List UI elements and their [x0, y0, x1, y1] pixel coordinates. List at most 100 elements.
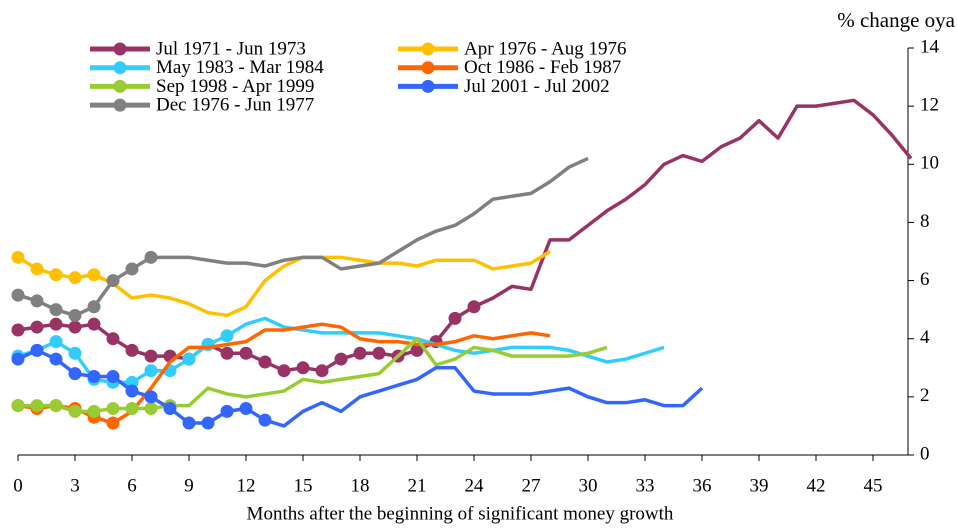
series-marker: [30, 399, 44, 413]
y-tick-label: 2: [920, 385, 930, 406]
x-tick-label: 3: [70, 475, 80, 496]
series-marker: [125, 262, 139, 276]
series-marker: [106, 274, 120, 288]
series-marker: [144, 390, 158, 404]
series-marker: [334, 352, 348, 366]
series-marker: [239, 401, 253, 415]
series-marker: [201, 416, 215, 430]
series-marker: [182, 416, 196, 430]
series-marker: [68, 308, 82, 322]
x-tick-label: 15: [294, 475, 313, 496]
series-marker: [30, 262, 44, 276]
series-marker: [353, 346, 367, 360]
series-marker: [296, 361, 310, 375]
x-tick-label: 45: [864, 475, 883, 496]
series-marker: [144, 349, 158, 363]
legend-label: Dec 1976 - Jun 1977: [156, 94, 314, 115]
y-tick-label: 4: [920, 327, 930, 348]
x-tick-label: 42: [807, 475, 826, 496]
series-line: [17, 348, 704, 428]
series-marker: [87, 317, 101, 331]
series-marker: [239, 346, 253, 360]
x-tick-label: 27: [522, 475, 541, 496]
series-marker: [277, 364, 291, 378]
series-marker: [106, 416, 120, 430]
series-marker: [11, 399, 25, 413]
series-marker: [30, 343, 44, 357]
series-marker: [49, 399, 63, 413]
series-marker: [11, 250, 25, 264]
series-marker: [106, 332, 120, 346]
legend-marker: [113, 42, 127, 56]
legend-marker: [113, 98, 127, 112]
y-tick-label: 0: [920, 443, 930, 464]
x-tick-label: 18: [351, 475, 370, 496]
series-marker: [220, 346, 234, 360]
series-marker: [49, 317, 63, 331]
y-tick-label: 8: [920, 211, 930, 232]
series-marker: [68, 271, 82, 285]
legend-marker: [421, 61, 435, 75]
x-tick-label: 0: [13, 475, 23, 496]
series-marker: [163, 401, 177, 415]
x-tick-label: 6: [127, 475, 137, 496]
legend-marker: [421, 79, 435, 93]
y-axis-label: % change oya: [837, 8, 955, 32]
series-marker: [11, 323, 25, 337]
series-marker: [49, 335, 63, 349]
series-marker: [125, 384, 139, 398]
series-marker: [68, 346, 82, 360]
series-marker: [106, 401, 120, 415]
x-tick-label: 39: [750, 475, 769, 496]
series-marker: [87, 404, 101, 418]
x-tick-label: 24: [465, 475, 485, 496]
series-marker: [220, 329, 234, 343]
y-tick-label: 12: [920, 95, 939, 116]
series-marker: [30, 320, 44, 334]
legend-marker: [421, 42, 435, 56]
series-marker: [11, 352, 25, 366]
x-tick-label: 30: [579, 475, 598, 496]
legend-label: Oct 1986 - Feb 1987: [464, 57, 621, 78]
x-axis-label: Months after the beginning of significan…: [247, 503, 674, 524]
series-marker: [87, 268, 101, 282]
series-marker: [49, 352, 63, 366]
series-marker: [220, 404, 234, 418]
series-marker: [144, 364, 158, 378]
series-marker: [30, 294, 44, 308]
series-marker: [125, 401, 139, 415]
series-marker: [68, 404, 82, 418]
series-marker: [372, 346, 386, 360]
series-marker: [258, 413, 272, 427]
series-marker: [258, 355, 272, 369]
series-marker: [49, 303, 63, 317]
x-tick-label: 21: [408, 475, 427, 496]
series-marker: [106, 370, 120, 384]
x-tick-label: 12: [237, 475, 256, 496]
x-tick-label: 9: [184, 475, 194, 496]
series-marker: [49, 268, 63, 282]
series-marker: [87, 370, 101, 384]
legend-label: Sep 1998 - Apr 1999: [156, 76, 314, 97]
series-marker: [68, 367, 82, 381]
series-marker: [182, 352, 196, 366]
series-marker: [144, 250, 158, 264]
series-marker: [448, 311, 462, 325]
y-tick-label: 6: [920, 269, 930, 290]
series-marker: [68, 320, 82, 334]
y-tick-label: 10: [920, 153, 939, 174]
series-marker: [315, 364, 329, 378]
series-marker: [125, 343, 139, 357]
x-tick-label: 36: [693, 475, 712, 496]
legend-label: Jul 1971 - Jun 1973: [156, 38, 306, 59]
series-line: [17, 322, 551, 425]
legend-label: Apr 1976 - Aug 1976: [464, 38, 627, 59]
x-tick-label: 33: [636, 475, 655, 496]
series-marker: [11, 288, 25, 302]
legend-marker: [113, 79, 127, 93]
legend-marker: [113, 61, 127, 75]
legend-label: Jul 2001 - Jul 2002: [464, 76, 610, 97]
series-marker: [410, 343, 424, 357]
y-tick-label: 14: [920, 36, 940, 57]
